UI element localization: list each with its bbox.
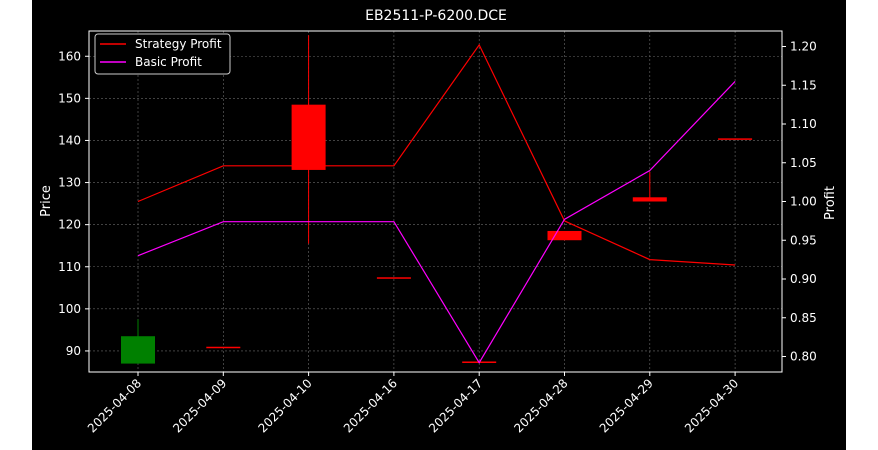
left-y-tick-label: 140 [58,133,81,147]
candle-body [291,104,326,170]
legend-box [94,33,231,75]
left-y-tick-label: 90 [66,344,81,358]
candle-body [718,138,753,140]
right-y-axis: 0.80 0.85 0.90 0.95 1.00 1.05 1.10 1.15 1.20 [782,40,817,364]
left-y-tick-label: 110 [58,260,81,274]
right-y-tick-label: 1.20 [790,40,817,54]
candle-body [206,346,241,349]
candle [206,346,241,349]
left-y-axis-label: Price [39,185,54,217]
right-y-tick-label: 0.90 [790,272,817,286]
legend: Strategy Profit Basic Profit [94,33,231,75]
legend-label-strategy-profit: Strategy Profit [135,37,222,51]
right-y-tick-label: 1.10 [790,117,817,131]
left-y-tick-label: 130 [58,176,81,190]
figure-background [32,0,846,450]
candle-body [547,230,582,241]
left-y-tick-label: 120 [58,218,81,232]
candle-body [376,277,411,279]
left-y-tick-label: 100 [58,302,81,316]
candle [291,35,326,244]
right-y-tick-label: 0.95 [790,233,817,247]
candlesticks [121,35,753,364]
right-y-axis-label: Profit [823,186,838,220]
candle [718,138,753,140]
left-y-tick-label: 160 [58,49,81,63]
candle [376,277,411,279]
candle-body [121,336,155,364]
profit-lines [137,43,736,364]
candle [121,319,155,364]
series-line [137,80,736,364]
chart-title: EB2511-P-6200.DCE [365,8,507,24]
candle [547,230,582,241]
right-y-tick-label: 1.00 [790,195,817,209]
right-y-tick-label: 1.15 [790,78,817,92]
left-y-axis: 90 100 110 120 130 140 150 160 [58,49,89,358]
candle [632,172,667,202]
candle-body [632,197,667,202]
left-y-tick-label: 150 [58,91,81,105]
right-y-tick-label: 0.85 [790,311,817,325]
series-line [137,43,736,266]
legend-label-basic-profit: Basic Profit [135,55,202,69]
plot-area [88,30,783,373]
right-y-tick-label: 1.05 [790,156,817,170]
right-y-tick-label: 0.80 [790,350,817,364]
